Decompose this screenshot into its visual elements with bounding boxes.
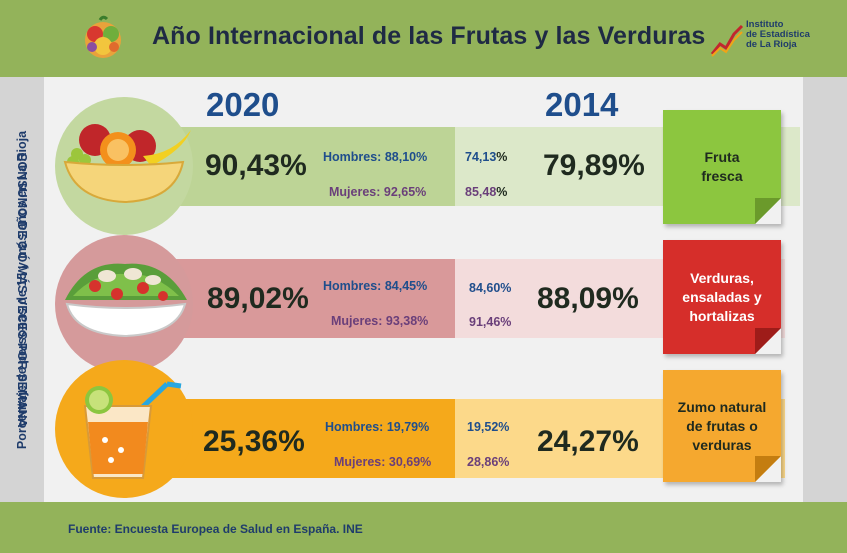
value-number: 91,46% [469,315,512,329]
zumo-hombres-2014: 19,52% [467,420,509,434]
year-2014-heading: 2014 [545,86,619,123]
institute-logo: Instituto de Estadística de La Rioja [710,18,820,62]
right-side-bar [803,77,847,502]
category-text: Fruta fresca [701,149,743,184]
verduras-mujeres-2014: 91,46% [469,315,511,329]
fruta-total-2014: 79,89% [543,149,645,182]
verduras-total-2014: 88,09% [537,282,639,315]
mujeres-value: 92,65% [383,185,427,199]
zumo-mujeres-2020: Mujeres: 30,69% [334,455,431,469]
salad-bowl-icon [65,263,187,338]
verduras-hombres-2020: Hombres: 84,45% [323,279,427,293]
logo-line-3: de La Rioja [746,39,797,50]
footer-bar: Fuente: Encuesta Europea de Salud en Esp… [0,502,847,553]
value-number: 85,48 [465,185,497,199]
chart-line-logo-icon [710,24,744,57]
fold-corner-3 [755,456,781,482]
fruta-hombres-2020: Hombres: 88,10% [323,150,427,164]
logo-line-1: Instituto [746,19,784,30]
fruit-bowl-icon [63,124,191,204]
hombres-value: 19,79% [386,420,430,434]
zumo-total-2020: 25,36% [203,425,305,458]
category-text: Verduras, ensaladas y hortalizas [682,269,762,324]
hombres-value: 88,10% [384,150,428,164]
value-number: 19,52% [467,420,510,434]
value-number: 74,13 [465,150,497,164]
fruta-hombres-2014: 74,13% [465,150,507,164]
mujeres-label: Mujeres: [334,455,389,469]
fold-corner-1 [755,198,781,224]
source-note: Fuente: Encuesta Europea de Salud en Esp… [68,522,363,536]
juice-glass-icon [83,381,182,479]
fruit-logo-icon [85,15,121,58]
verduras-total-2020: 89,02% [207,282,309,315]
category-text: Zumo natural de frutas o verduras [677,398,767,453]
value-number: 84,60% [469,281,512,295]
zumo-mujeres-2014: 28,86% [467,455,509,469]
mujeres-value: 30,69% [388,455,432,469]
year-2020-heading: 2020 [206,86,280,123]
value-symbol: % [496,150,508,164]
mujeres-value: 93,38% [385,314,429,328]
value-symbol: % [496,185,508,199]
hombres-label: Hombres: [323,279,385,293]
logo-line-2: de Estadística [746,29,810,40]
mujeres-label: Mujeres: [331,314,386,328]
fruta-mujeres-2020: Mujeres: 92,65% [329,185,426,199]
page-title: Año Internacional de las Frutas y las Ve… [152,22,706,50]
left-side-bar [0,77,44,502]
hombres-label: Hombres: [323,150,385,164]
value-number: 28,86% [467,455,510,469]
mujeres-label: Mujeres: [329,185,384,199]
fruta-mujeres-2014: 85,48% [465,185,507,199]
hombres-value: 84,45% [384,279,428,293]
fruta-total-2020: 90,43% [205,149,307,182]
verduras-hombres-2014: 84,60% [469,281,511,295]
hombres-label: Hombres: [325,420,387,434]
salad-circle [55,235,193,373]
header-bar: Año Internacional de las Frutas y las Ve… [0,0,847,77]
verduras-mujeres-2020: Mujeres: 93,38% [331,314,428,328]
zumo-total-2014: 24,27% [537,425,639,458]
zumo-hombres-2020: Hombres: 19,79% [325,420,429,434]
right-side-label: CONSUMO DE 3 Ó MÁS VECES POR SEMANA [15,152,29,428]
fold-corner-2 [755,328,781,354]
